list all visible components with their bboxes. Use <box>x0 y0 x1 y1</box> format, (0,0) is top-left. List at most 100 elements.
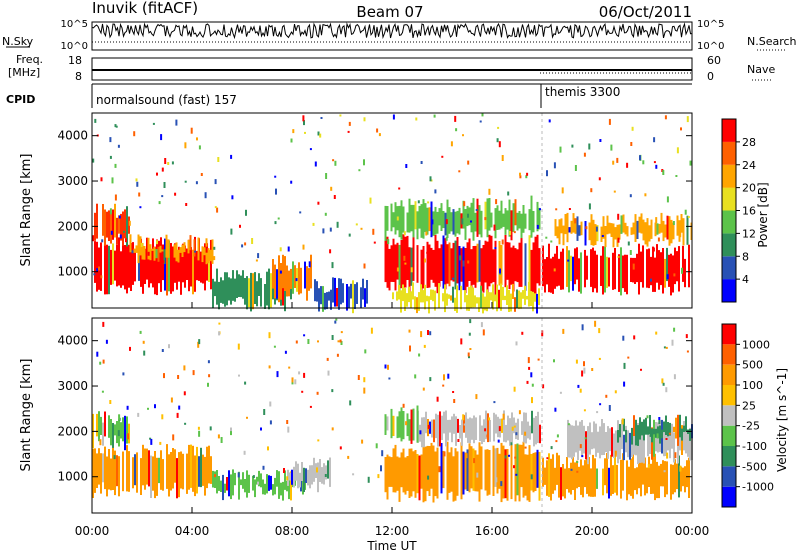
heatmap-column <box>552 454 554 494</box>
heatmap-speckle <box>591 368 594 371</box>
heatmap-speckle <box>329 249 332 254</box>
heatmap-column <box>532 291 534 312</box>
heatmap-column <box>670 219 673 244</box>
heatmap-speckle <box>94 118 97 123</box>
heatmap-speckle <box>567 259 570 262</box>
heatmap-speckle <box>178 405 181 410</box>
heatmap-column <box>492 445 495 496</box>
heatmap-speckle <box>161 195 164 198</box>
heatmap-column <box>620 459 622 499</box>
heatmap-speckle <box>577 384 580 388</box>
heatmap-speckle <box>570 468 573 471</box>
heatmap-speckle <box>327 370 330 376</box>
heatmap-speckle <box>409 345 411 352</box>
heatmap-column <box>514 199 517 226</box>
heatmap-column <box>641 429 643 463</box>
heatmap-column <box>538 451 541 501</box>
heatmap-speckle <box>190 127 193 134</box>
heatmap-speckle <box>312 222 315 226</box>
heatmap-column <box>244 479 246 493</box>
heatmap-column <box>662 460 664 487</box>
heatmap-column <box>515 422 517 440</box>
heatmap-speckle <box>185 203 188 206</box>
heatmap-speckle <box>429 176 432 182</box>
heatmap-column <box>108 449 110 490</box>
heatmap-column <box>110 249 112 285</box>
heatmap-column <box>218 281 220 310</box>
heatmap-column <box>524 243 527 291</box>
heatmap-column <box>606 453 608 494</box>
heatmap-column <box>100 242 102 291</box>
heatmap-speckle <box>548 119 551 123</box>
heatmap-column <box>110 419 112 446</box>
heatmap-speckle <box>324 474 327 477</box>
heatmap-speckle <box>658 417 661 420</box>
heatmap-speckle <box>574 218 577 224</box>
colorbar-tick-label: 16 <box>742 205 756 218</box>
heatmap-column <box>678 455 680 498</box>
heatmap-column <box>414 201 417 230</box>
heatmap-column <box>584 460 586 488</box>
heatmap-speckle <box>576 461 579 463</box>
heatmap-speckle <box>436 396 439 402</box>
heatmap-speckle <box>332 159 335 162</box>
heatmap-column <box>194 236 196 292</box>
heatmap-speckle <box>555 208 558 211</box>
heatmap-speckle <box>452 277 455 280</box>
heatmap-column <box>292 261 294 294</box>
heatmap-column <box>642 219 645 241</box>
heatmap-column <box>152 456 154 491</box>
heatmap-column <box>624 254 626 292</box>
heatmap-column <box>542 245 544 287</box>
heatmap-column <box>596 254 598 293</box>
heatmap-speckle <box>442 384 445 387</box>
heatmap-column <box>673 432 675 463</box>
heatmap-speckle <box>553 162 556 169</box>
heatmap-column <box>110 458 112 491</box>
heatmap-column <box>520 235 523 287</box>
heatmap-column <box>494 208 497 239</box>
heatmap-column <box>676 215 679 236</box>
heatmap-speckle <box>462 260 465 267</box>
heatmap-speckle <box>513 425 516 428</box>
heatmap-column <box>360 287 362 309</box>
heatmap-speckle <box>515 432 518 436</box>
heatmap-column <box>428 244 431 288</box>
heatmap-column <box>530 249 533 294</box>
time-tick-label: 08:00 <box>275 524 310 538</box>
heatmap-column <box>652 455 654 494</box>
heatmap-column <box>487 413 489 443</box>
heatmap-column <box>248 278 250 308</box>
heatmap-column <box>498 453 501 489</box>
heatmap-column <box>442 211 445 229</box>
heatmap-speckle <box>656 433 659 439</box>
heatmap-column <box>236 270 238 298</box>
heatmap-column <box>260 278 262 307</box>
heatmap-column <box>448 242 451 287</box>
heatmap-speckle <box>279 247 282 252</box>
heatmap-speckle <box>125 238 127 243</box>
heatmap-speckle <box>665 438 668 440</box>
heatmap-column <box>556 226 559 239</box>
heatmap-column <box>126 416 128 444</box>
heatmap-speckle <box>154 404 156 409</box>
heatmap-column <box>530 291 532 306</box>
heatmap-column <box>496 447 499 494</box>
heatmap-column <box>617 430 619 443</box>
heatmap-speckle <box>263 409 266 415</box>
heatmap-column <box>418 292 420 311</box>
heatmap-speckle <box>384 364 387 369</box>
heatmap-column <box>398 205 401 238</box>
heatmap-speckle <box>527 357 530 364</box>
heatmap-column <box>135 245 138 253</box>
heatmap-column <box>318 288 320 312</box>
heatmap-speckle <box>524 446 527 449</box>
heatmap-speckle <box>324 212 327 216</box>
heatmap-column <box>161 249 164 252</box>
heatmap-speckle <box>630 142 633 146</box>
heatmap-column <box>328 291 330 301</box>
heatmap-speckle <box>396 267 399 272</box>
heatmap-column <box>630 257 632 282</box>
heatmap-column <box>122 211 124 246</box>
